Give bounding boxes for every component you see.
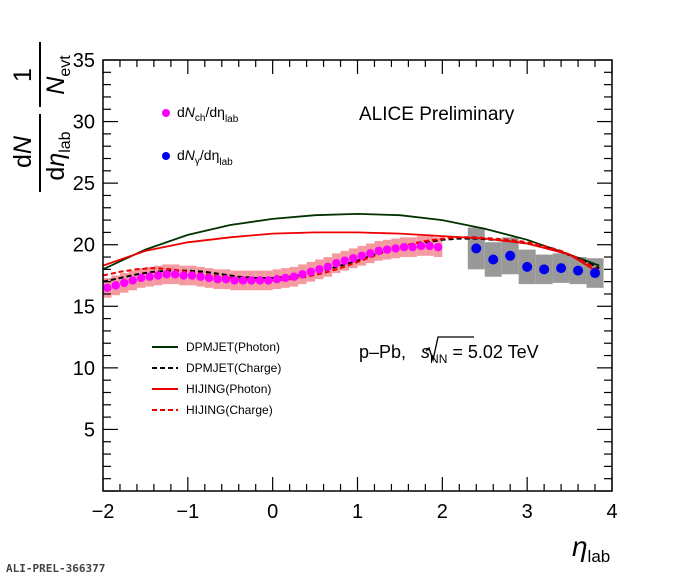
data-point-ch (399, 242, 409, 252)
x-tick-label: 0 (267, 501, 278, 523)
data-point-ch (153, 271, 163, 280)
model-curve-hijing-photon (102, 231, 600, 274)
legend-model-label: DPMJET(Photon) (186, 340, 280, 354)
data-point-ch (145, 272, 154, 281)
legend-model-label: HIJING(Charge) (186, 403, 273, 417)
legend: dNch/dηlab dNγ/dηlab DPMJET(Photon) DPMJET(… (152, 104, 281, 417)
data-point-gamma (539, 264, 550, 275)
y-label-nevt: Nevt (42, 55, 74, 95)
data-point-ch (349, 254, 358, 263)
y-tick-label: 25 (73, 173, 95, 195)
data-point-ch (340, 256, 349, 265)
data-point-ch (247, 276, 256, 285)
data-point-ch (433, 242, 443, 252)
x-tick-label: 1 (352, 501, 363, 523)
legend-model-label: HIJING(Photon) (186, 382, 271, 396)
data-point-ch (323, 262, 333, 272)
data-point-ch (179, 271, 188, 280)
data-point-ch (162, 270, 171, 279)
data-point-ch (416, 241, 426, 251)
annotations: ALICE Preliminary p–Pb, sNN = 5.02 TeV (359, 104, 539, 366)
data-point-ch (425, 241, 434, 251)
legend-model-label: DPMJET(Charge) (186, 361, 281, 375)
data-point-gamma (556, 263, 567, 274)
model-curve-hijing-charge (102, 236, 600, 282)
data-point-ch (187, 271, 197, 280)
alice-preliminary: ALICE Preliminary (359, 104, 515, 125)
data-point-ch (230, 276, 239, 285)
y-label-deta: dηlab (42, 131, 74, 180)
data-point-ch (120, 278, 129, 288)
y-label-dn: dN (9, 135, 37, 168)
data-point-ch (103, 283, 112, 293)
x-axis-label: ηlab (572, 531, 610, 566)
y-tick-label: 15 (73, 296, 95, 318)
data-point-ch (196, 272, 205, 281)
data-point-ch (374, 246, 383, 256)
data-point-ch (289, 272, 299, 281)
data-point-gamma (488, 254, 499, 265)
data-point-ch (272, 274, 282, 284)
data-point-ch (408, 242, 417, 252)
legend-marker (162, 109, 170, 117)
model-curves (102, 212, 600, 283)
y-tick-label: 35 (73, 50, 95, 72)
legend-marker (162, 152, 170, 160)
data-point-gamma (590, 268, 601, 279)
data-point-ch (255, 276, 265, 285)
legend-marker-label: dNγ/dηlab (177, 147, 233, 168)
data-point-ch (128, 276, 137, 285)
y-tick-label: 10 (73, 358, 95, 380)
data-point-gamma (505, 250, 516, 261)
data-point-gamma (471, 243, 482, 254)
data-point-ch (111, 281, 120, 290)
x-tick-label: 3 (522, 501, 533, 523)
data-point-ch (204, 273, 214, 283)
data-point-gamma (573, 265, 584, 276)
data-point-ch (221, 274, 231, 284)
preliminary-id: ALI-PREL-366377 (6, 562, 106, 575)
data-point-ch (306, 267, 316, 277)
data-point-gamma (522, 261, 533, 272)
data-point-ch (238, 276, 248, 285)
data-point-ch (366, 249, 375, 258)
sqrt-sign (425, 336, 474, 363)
data-points (103, 241, 601, 293)
x-tick-label: −1 (176, 501, 199, 523)
collision-system: p–Pb, sNN = 5.02 TeV (359, 342, 539, 366)
x-tick-label: −2 (92, 501, 115, 523)
y-label-one: 1 (9, 68, 37, 82)
data-point-ch (136, 273, 146, 283)
y-tick-label: 5 (84, 419, 95, 441)
y-tick-label: 20 (73, 235, 95, 257)
data-point-ch (298, 270, 307, 279)
data-point-ch (170, 270, 180, 279)
data-point-ch (382, 245, 392, 254)
data-point-ch (357, 251, 366, 260)
x-tick-label: 2 (437, 501, 448, 523)
data-point-ch (281, 273, 290, 283)
model-curve-dpmjet-photon (102, 212, 600, 271)
legend-marker-label: dNch/dηlab (177, 104, 239, 125)
axis-ticks: −2 −1 0 1 2 3 4 5 10 15 20 25 30 35 (73, 50, 618, 523)
y-tick-label: 30 (73, 112, 95, 134)
data-point-ch (332, 258, 341, 268)
data-point-ch (391, 244, 400, 253)
data-point-ch (315, 265, 324, 274)
data-point-ch (213, 274, 222, 284)
x-tick-label: 4 (606, 501, 617, 523)
data-point-ch (264, 276, 273, 285)
